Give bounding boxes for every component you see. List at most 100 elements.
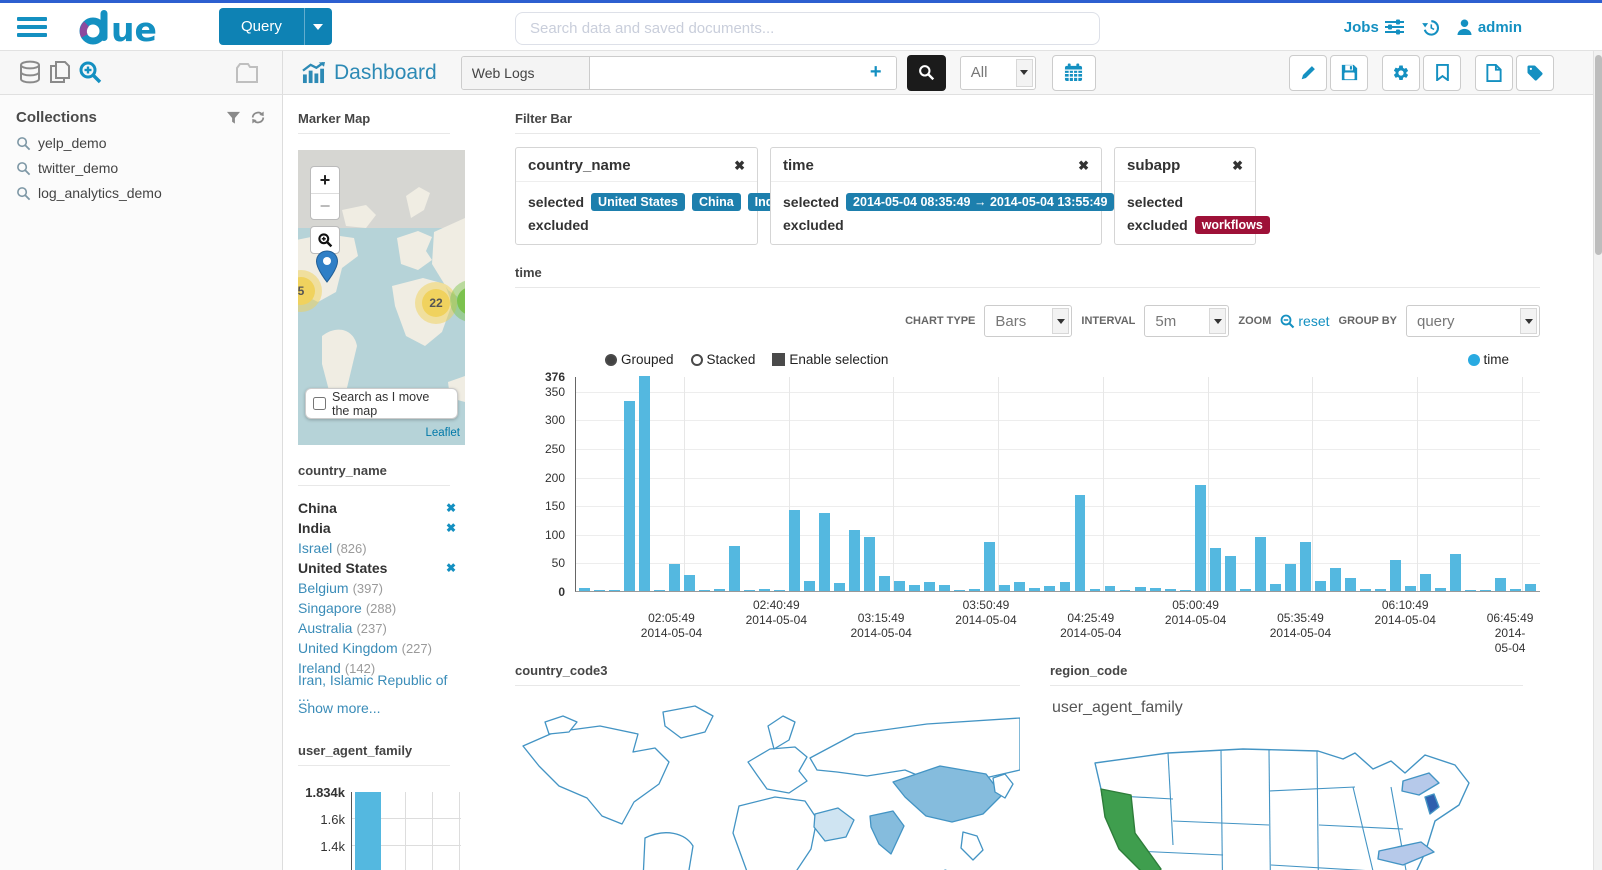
dashboard-query-input[interactable]	[589, 56, 856, 89]
facet-value-link[interactable]: Singapore	[298, 600, 362, 616]
grouped-radio[interactable]: Grouped	[605, 352, 674, 367]
bar	[1089, 589, 1101, 591]
bar	[669, 563, 681, 591]
close-icon[interactable]: ✖	[1078, 157, 1089, 173]
filter-chip[interactable]: United States	[591, 192, 685, 211]
user-menu[interactable]: admin	[1457, 19, 1522, 36]
bar	[1359, 589, 1371, 591]
group-by-select[interactable]: query	[1406, 305, 1540, 337]
bar	[789, 509, 801, 591]
show-more-link[interactable]: Show more...	[298, 700, 381, 716]
jobs-link[interactable]: Jobs	[1344, 19, 1404, 36]
save-icon	[1341, 64, 1357, 81]
chart-type-select[interactable]: Bars	[984, 305, 1073, 337]
facet-item-selected: China ✖	[298, 498, 456, 518]
facet-value-link[interactable]: Iran, Islamic Republic of ...	[298, 672, 448, 704]
map-zoom-in-button[interactable]: +	[319, 169, 331, 190]
database-icon[interactable]	[18, 60, 42, 86]
collection-item[interactable]: yelp_demo	[16, 135, 266, 151]
close-icon[interactable]: ✖	[734, 157, 745, 173]
interval-select[interactable]: 5m	[1144, 305, 1230, 337]
query-split-button[interactable]: Query	[219, 8, 332, 45]
zoom-in-icon[interactable]	[78, 60, 103, 86]
map-search-toggle[interactable]: Search as I move the map	[305, 388, 458, 419]
history-icon[interactable]	[1421, 18, 1440, 37]
country-name-facet-list: China ✖ India ✖ Israel (826) United Stat…	[298, 498, 456, 716]
settings-button[interactable]	[1382, 54, 1420, 91]
save-button[interactable]	[1330, 54, 1368, 91]
y-tick: 376	[544, 370, 565, 384]
user-agent-family-chart[interactable]: 1.834k 1.6k 1.4k	[291, 785, 463, 870]
vertical-scrollbar[interactable]	[1593, 51, 1602, 870]
time-chart-plot[interactable]	[575, 376, 1540, 592]
search-icon	[17, 161, 31, 175]
dashboard-title: Dashboard	[301, 61, 437, 85]
facet-value-link[interactable]: Australia	[298, 620, 353, 636]
menu-icon[interactable]	[17, 13, 47, 41]
tags-button[interactable]	[1516, 54, 1554, 91]
scope-select[interactable]: All	[959, 55, 1036, 90]
bar	[1344, 578, 1356, 591]
close-icon[interactable]: ✖	[1232, 157, 1243, 173]
enable-selection-toggle[interactable]: Enable selection	[772, 352, 888, 367]
documents-icon[interactable]	[48, 60, 72, 86]
facet-value-link[interactable]: Belgium	[298, 580, 349, 596]
marker-map[interactable]: + − 5 22 2	[298, 150, 465, 445]
filter-chip[interactable]: 2014-05-04 08:35:49 → 2014-05-04 13:55:4…	[846, 192, 1115, 211]
map-magnifier-button[interactable]	[310, 226, 340, 254]
bar	[849, 529, 861, 591]
bar	[1479, 589, 1491, 591]
query-dropdown-caret[interactable]	[303, 8, 332, 45]
dashboard-name-input[interactable]	[461, 56, 590, 89]
scrollbar-thumb[interactable]	[1595, 55, 1602, 255]
dashboard-title-label: Dashboard	[334, 60, 437, 84]
x-tick-time: 03:15:49	[857, 611, 905, 625]
zoom-reset-link[interactable]: reset	[1280, 313, 1330, 329]
global-search-input[interactable]	[515, 12, 1100, 45]
hue-logo[interactable]: ue	[77, 8, 173, 46]
time-chart-bars	[576, 376, 1540, 591]
map-search-checkbox[interactable]	[313, 396, 326, 411]
x-tick: 04:25:49 2014-05-04	[1060, 611, 1121, 641]
collection-item[interactable]: twitter_demo	[16, 160, 266, 176]
excluded-label: excluded	[528, 216, 589, 233]
filter-chip[interactable]: China	[691, 192, 741, 211]
dashboard-search-button[interactable]	[906, 54, 946, 91]
filter-chip[interactable]: workflows	[1194, 215, 1270, 234]
bar	[954, 589, 966, 591]
user-agent-family-title: user_agent_family	[298, 743, 450, 766]
map-zoom-out-button[interactable]: −	[311, 193, 339, 219]
bar	[759, 588, 771, 591]
calendar-button[interactable]	[1051, 54, 1096, 91]
series-legend[interactable]: time	[1468, 352, 1509, 367]
x-tick-date: 2014-05-04	[1374, 613, 1436, 627]
facet-value-link[interactable]: Israel	[298, 540, 333, 556]
marker-cluster[interactable]: 2	[450, 280, 465, 322]
query-button[interactable]: Query	[219, 8, 304, 45]
facet-value-link[interactable]: United Kingdom	[298, 640, 398, 656]
collection-item[interactable]: log_analytics_demo	[16, 185, 266, 201]
region-code-map[interactable]	[1073, 725, 1503, 870]
leaflet-attribution-link[interactable]: Leaflet	[425, 427, 460, 439]
bar	[774, 589, 786, 591]
collection-name: twitter_demo	[38, 160, 119, 176]
add-facet-button[interactable]: +	[855, 56, 896, 89]
filter-funnel-icon[interactable]	[226, 111, 241, 125]
facet-item: Iran, Islamic Republic of ...	[298, 672, 456, 704]
stacked-radio[interactable]: Stacked	[690, 352, 755, 367]
folder-icon[interactable]	[234, 60, 260, 86]
map-pin-marker[interactable]	[315, 250, 339, 284]
new-document-button[interactable]	[1475, 54, 1513, 91]
country-code3-map[interactable]	[515, 700, 1020, 870]
facet-value: China	[298, 500, 337, 516]
facet-value: India	[298, 520, 331, 536]
remove-facet-icon[interactable]: ✖	[445, 561, 456, 575]
remove-facet-icon[interactable]: ✖	[445, 501, 456, 515]
edit-button[interactable]	[1289, 54, 1327, 91]
bookmark-button[interactable]	[1423, 54, 1461, 91]
ua-y-tick: 1.4k	[320, 839, 345, 854]
remove-facet-icon[interactable]: ✖	[445, 521, 456, 535]
refresh-icon[interactable]	[250, 110, 266, 125]
marker-cluster[interactable]: 22	[415, 282, 457, 324]
facet-value-link[interactable]: Ireland	[298, 660, 341, 676]
